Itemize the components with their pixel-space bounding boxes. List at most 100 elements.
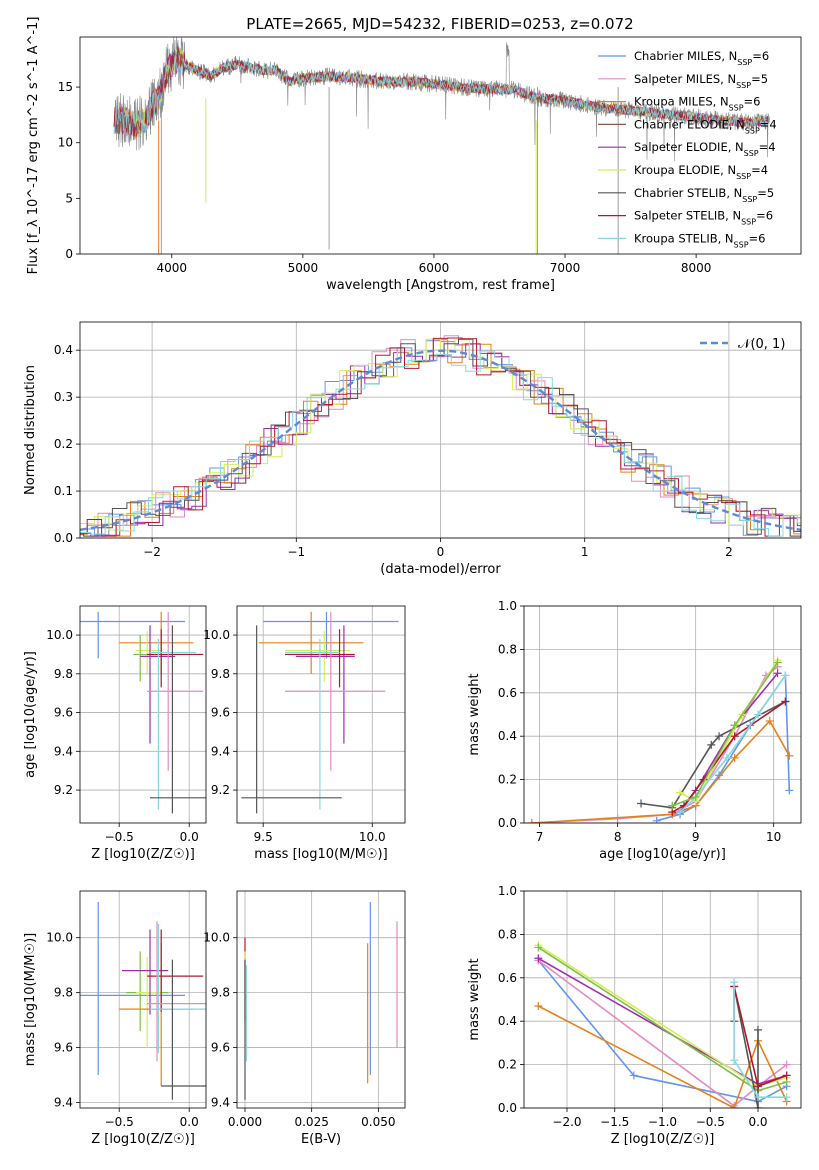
series-point: [629, 1071, 638, 1080]
plot-area: [80, 901, 206, 1100]
y-tick-label: 0.2: [498, 1058, 517, 1072]
ticks: −2 −1 0 1 2 0.0 0.1 0.2 0.3 0.4: [54, 343, 733, 559]
y-tick-label: 9.6: [211, 1041, 230, 1055]
x-tick-label: 0.050: [361, 1115, 395, 1129]
series-point: [754, 1104, 763, 1108]
y-tick-label: 0.4: [54, 343, 73, 357]
series-point: [754, 1093, 763, 1102]
y-tick-label: 9.4: [211, 744, 230, 758]
y-axis-label: mass [log10(M/M☉)]: [23, 933, 38, 1066]
y-tick-label: 9.2: [54, 783, 73, 797]
x-tick-label: 7: [536, 830, 544, 844]
y-axis-label: Flux [f_λ 10^-17 erg cm^-2 s^-1 A^-1]: [26, 17, 41, 275]
y-tick-label: 0.4: [498, 1014, 517, 1028]
y-tick-label: 0.0: [498, 1101, 517, 1115]
x-axis-label: E(B-V): [301, 1132, 341, 1147]
grid: [237, 606, 405, 823]
ticks: −0.5 0.0 9.2 9.4 9.6 9.8 10.0: [46, 628, 198, 844]
y-tick-label: 0.4: [498, 729, 517, 743]
series-point: [730, 721, 739, 730]
error-point: [80, 901, 185, 1076]
legend-entry: Salpeter ELODIE, NSSP=4: [634, 140, 776, 158]
series: [527, 662, 782, 823]
series-point: [781, 697, 790, 706]
series: [527, 717, 794, 823]
axes-frame: [79, 605, 207, 824]
ticks: 0.000 0.025 0.050 9.4 9.6 9.8 10.0: [203, 931, 395, 1129]
series-point: [676, 788, 685, 797]
x-tick-label: 0: [437, 545, 445, 559]
series-point: [782, 1093, 791, 1102]
series-point: [707, 740, 716, 749]
y-tick-label: 0.3: [54, 390, 73, 404]
x-tick-label: 0.0: [748, 1115, 767, 1129]
series-line: [733, 982, 787, 1098]
plot-area: [80, 611, 206, 814]
y-tick-label: 5: [65, 191, 73, 205]
x-tick-label: 6000: [419, 261, 450, 275]
mass-vs-metallicity-panel: −0.5 0.0 9.4 9.6 9.8 10.0 Z [log10(Z/Z☉)] mass …: [23, 890, 207, 1147]
y-tick-label: 15: [58, 80, 73, 94]
series-point: [782, 1060, 791, 1069]
y-tick-label: 9.4: [211, 1096, 230, 1110]
y-tick-label: 0.0: [54, 531, 73, 545]
y-tick-label: 9.8: [211, 667, 230, 681]
x-tick-label: 9: [692, 830, 700, 844]
series-point: [730, 753, 739, 762]
y-axis-label: mass weight: [467, 958, 482, 1040]
plot-area: [244, 901, 398, 1100]
y-tick-label: 0.8: [498, 927, 517, 941]
x-tick-label: −2: [143, 545, 161, 559]
y-tick-label: 0.6: [498, 686, 517, 700]
x-tick-label: 1: [581, 545, 589, 559]
y-tick-label: 1.0: [498, 884, 517, 898]
y-tick-label: 9.8: [211, 986, 230, 1000]
legend-entry: Chabrier MILES, NSSP=6: [634, 49, 769, 67]
ticks: −0.5 0.0 9.4 9.6 9.8 10.0: [46, 931, 198, 1129]
grid: [80, 891, 206, 1108]
series: [676, 671, 790, 817]
x-tick-label: −1.5: [600, 1115, 629, 1129]
model-fit-line: [113, 54, 769, 136]
y-tick-label: 0.2: [498, 773, 517, 787]
series-point: [754, 1025, 763, 1034]
error-point: [80, 611, 185, 659]
series-point: [652, 816, 661, 823]
x-tick-label: 10.0: [359, 830, 386, 844]
series-point: [668, 801, 677, 810]
y-tick-label: 0.8: [498, 642, 517, 656]
series-point: [730, 1056, 739, 1065]
error-point: [119, 943, 194, 1087]
grid: [80, 606, 206, 823]
series-point: [691, 792, 700, 801]
error-point: [133, 635, 152, 682]
y-tick-label: 0.0: [498, 816, 517, 830]
x-tick-label: 0.0: [180, 1115, 199, 1129]
series-point: [781, 671, 790, 680]
x-tick-label: 9.5: [254, 830, 273, 844]
series-point: [730, 732, 739, 741]
x-axis-label: Z [log10(Z/Z☉)]: [611, 1132, 715, 1147]
error-point: [241, 625, 342, 814]
series: [668, 658, 782, 810]
series-point: [613, 814, 622, 823]
error-point: [295, 625, 355, 744]
series-point: [715, 732, 724, 741]
series-point: [754, 710, 763, 719]
age-vs-metallicity-panel: −0.5 0.0 9.2 9.4 9.6 9.8 10.0 Z [log10(Z/Z☉)] ag…: [23, 605, 207, 862]
series-line: [537, 959, 788, 1107]
x-tick-label: −2.0: [552, 1115, 581, 1129]
ticks: 4000 5000 6000 7000 8000 0 5 10 15: [58, 80, 712, 275]
y-tick-label: 9.6: [54, 706, 73, 720]
residual-histogram-panel: −2 −1 0 1 2 0.0 0.1 0.2 0.3 0.4 (data-model)/error…: [23, 321, 802, 577]
residual-histogram-step: [80, 338, 801, 537]
error-point: [285, 611, 386, 771]
axes-frame: [236, 605, 406, 824]
y-tick-label: 9.4: [54, 1096, 73, 1110]
y-axis-label: mass weight: [467, 673, 482, 755]
legend-entry: Kroupa STELIB, NSSP=6: [634, 231, 765, 249]
series-point: [785, 786, 794, 795]
plot-area: [113, 37, 770, 254]
x-tick-label: 0.0: [180, 830, 199, 844]
grid: [237, 891, 405, 1108]
